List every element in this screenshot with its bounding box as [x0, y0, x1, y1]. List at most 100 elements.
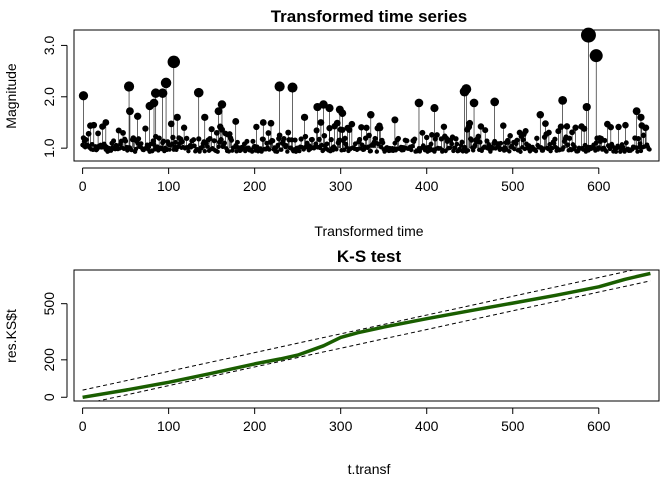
data-point: [607, 124, 615, 131]
data-point: [279, 147, 284, 152]
data-point: [321, 132, 328, 139]
data-point: [558, 95, 568, 105]
data-point: [395, 135, 401, 142]
data-point: [135, 136, 142, 142]
data-point: [409, 147, 414, 153]
data-point: [95, 130, 101, 137]
data-point: [157, 88, 168, 98]
data-point: [309, 136, 315, 143]
data-point: [459, 139, 465, 145]
data-point: [216, 144, 221, 149]
data-point: [250, 138, 256, 144]
data-point: [167, 147, 172, 152]
data-point: [520, 137, 526, 143]
bottom-chart-title: K-S test: [337, 247, 402, 266]
data-point: [196, 136, 202, 142]
data-point: [287, 82, 298, 93]
data-point: [259, 119, 267, 126]
data-point: [596, 145, 602, 150]
data-point: [419, 129, 426, 136]
data-point: [581, 125, 588, 132]
data-point: [319, 100, 328, 109]
y-tick-label: 3.0: [41, 35, 57, 55]
data-point: [545, 129, 552, 136]
data-point: [635, 135, 642, 142]
data-point: [302, 133, 309, 140]
data-point: [468, 137, 475, 143]
data-point: [434, 132, 440, 138]
data-point: [602, 137, 608, 143]
magnitude-chart: Transformed time series 0 100 200 300 400 500…: [3, 7, 660, 239]
data-point: [333, 119, 341, 127]
data-point: [339, 126, 346, 134]
data-point: [276, 132, 283, 139]
data-point: [190, 137, 197, 143]
data-point: [367, 111, 375, 119]
data-point: [267, 147, 272, 152]
data-point: [512, 146, 517, 152]
data-point: [207, 135, 213, 142]
data-point: [150, 88, 161, 98]
data-point: [149, 98, 159, 108]
data-point: [357, 136, 363, 143]
data-point: [392, 140, 398, 146]
data-point: [569, 129, 576, 136]
data-point: [316, 136, 322, 142]
data-point: [244, 138, 250, 144]
data-point: [637, 141, 643, 147]
top-x-axis-label: Transformed time: [314, 223, 423, 239]
data-point: [533, 148, 539, 154]
data-point: [274, 81, 285, 92]
data-point: [205, 144, 210, 149]
top-x-axis: 0 100 200 300 400 500 600: [79, 167, 611, 194]
data-point: [218, 126, 226, 133]
data-point: [638, 148, 644, 154]
data-point: [186, 148, 191, 154]
data-point: [129, 147, 134, 153]
data-point: [173, 113, 181, 121]
x-tick-label: 100: [157, 418, 181, 434]
x-tick-label: 300: [329, 418, 353, 434]
data-point: [424, 134, 430, 141]
data-point: [267, 119, 275, 127]
data-point: [342, 135, 348, 142]
data-point: [566, 135, 573, 141]
x-tick-label: 200: [243, 178, 267, 194]
bottom-x-axis-label: t.transf: [348, 461, 391, 477]
data-point: [120, 129, 126, 136]
data-point: [507, 133, 513, 139]
data-point: [541, 146, 546, 151]
data-point: [156, 135, 162, 141]
data-point: [404, 138, 410, 144]
data-point: [542, 120, 549, 127]
data-point: [228, 137, 235, 143]
data-point: [613, 149, 619, 154]
bottom-plot-marks: [82, 270, 651, 401]
data-point: [222, 140, 227, 146]
data-point: [344, 144, 349, 150]
data-point: [461, 84, 472, 95]
data-point: [428, 141, 434, 147]
data-point: [300, 113, 309, 121]
data-point: [281, 135, 287, 142]
data-point: [465, 148, 471, 153]
data-point: [563, 123, 571, 130]
data-point: [366, 132, 372, 139]
data-point: [551, 140, 557, 146]
bottom-plot-frame: [73, 269, 660, 402]
x-tick-label: 0: [79, 418, 87, 434]
data-point: [226, 131, 233, 137]
data-point: [477, 139, 483, 145]
data-point: [507, 149, 512, 154]
data-point: [572, 124, 579, 131]
data-point: [184, 135, 190, 142]
data-point: [138, 141, 144, 147]
y-tick-label: 0: [41, 393, 57, 401]
data-point: [133, 146, 139, 152]
data-point: [550, 145, 555, 151]
data-point: [213, 129, 220, 136]
data-point: [160, 77, 172, 89]
data-point: [391, 116, 399, 124]
x-tick-label: 400: [415, 178, 439, 194]
